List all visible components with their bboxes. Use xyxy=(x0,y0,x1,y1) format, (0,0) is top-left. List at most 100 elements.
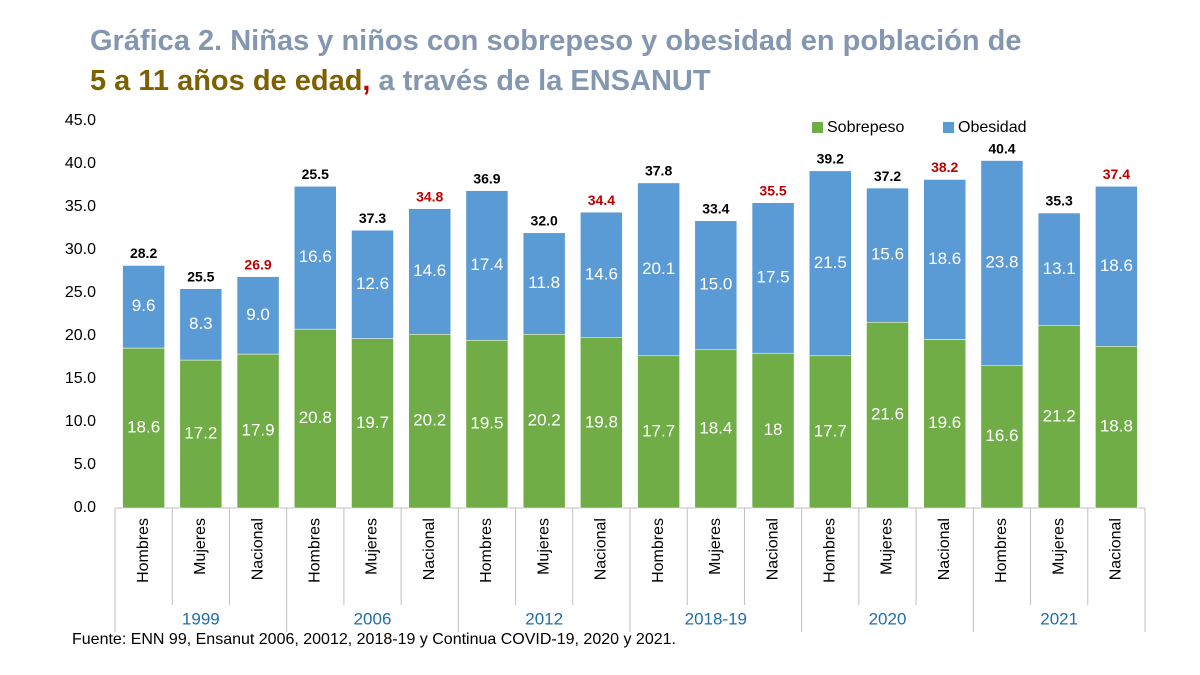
total-label: 37.2 xyxy=(874,168,901,184)
legend-label: Obesidad xyxy=(958,119,1027,136)
data-label: 21.6 xyxy=(871,405,904,424)
x-tick-label: Mujeres xyxy=(707,518,724,575)
data-label: 16.6 xyxy=(985,426,1018,445)
data-label: 17.5 xyxy=(757,267,790,286)
x-tick-label: Nacional xyxy=(764,518,781,580)
bar-segment xyxy=(294,186,337,330)
group-label: 2018-19 xyxy=(685,609,747,628)
x-tick-label: Nacional xyxy=(249,518,266,580)
chart-title: 5 a 11 años de edad, a través de la ENSA… xyxy=(90,65,711,97)
y-tick-label: 5.0 xyxy=(74,456,96,473)
total-label: 38.2 xyxy=(931,159,958,175)
x-tick-label: Mujeres xyxy=(535,518,552,575)
bar-segment xyxy=(980,160,1024,366)
bar-segment xyxy=(1037,212,1081,326)
bar-segment xyxy=(1095,186,1138,347)
bar-segment xyxy=(465,190,509,341)
data-label: 11.8 xyxy=(528,273,560,292)
legend-swatch xyxy=(812,122,823,133)
total-label: 39.2 xyxy=(817,151,844,167)
x-tick-label: Hombres xyxy=(306,518,323,583)
data-label: 14.6 xyxy=(585,264,618,283)
data-label: 18.6 xyxy=(928,249,961,268)
bar-segment xyxy=(580,211,623,338)
legend-label: Sobrepeso xyxy=(827,119,904,136)
data-label: 20.2 xyxy=(413,411,446,430)
data-label: 18 xyxy=(764,420,783,439)
data-label: 23.8 xyxy=(985,252,1018,271)
bar-segment xyxy=(637,182,680,357)
chart-title: Gráfica 2. Niñas y niños con sobrepeso y… xyxy=(90,25,1021,57)
group-label: 2021 xyxy=(1040,609,1078,628)
group-label: 1999 xyxy=(182,609,220,628)
data-label: 18.8 xyxy=(1100,417,1133,436)
total-label: 34.4 xyxy=(588,192,615,208)
total-label: 28.2 xyxy=(130,245,157,261)
bar-segment xyxy=(236,353,280,509)
data-label: 17.7 xyxy=(642,421,675,440)
bar-segment xyxy=(408,208,451,335)
y-tick-label: 20.0 xyxy=(65,327,96,344)
data-label: 21.5 xyxy=(814,253,847,272)
data-label: 18.6 xyxy=(1100,256,1133,275)
x-tick-label: Hombres xyxy=(821,518,838,583)
bar-segment xyxy=(351,338,394,509)
x-tick-label: Nacional xyxy=(593,518,610,580)
bar-segment xyxy=(923,339,966,509)
data-label: 20.8 xyxy=(299,408,332,427)
data-label: 21.2 xyxy=(1043,406,1076,425)
total-label: 36.9 xyxy=(473,170,500,186)
data-label: 9.6 xyxy=(132,296,156,315)
data-label: 19.6 xyxy=(928,413,961,432)
bar-segment xyxy=(923,179,966,340)
total-label: 34.8 xyxy=(416,188,443,204)
total-label: 37.8 xyxy=(645,163,672,179)
total-label: 25.5 xyxy=(187,268,214,284)
data-label: 19.7 xyxy=(356,413,389,432)
data-label: 12.6 xyxy=(356,274,389,293)
title-part: Gráfica 2. Niñas y niños con sobrepeso y… xyxy=(90,25,1021,57)
data-label: 13.1 xyxy=(1043,259,1076,278)
bar-segment xyxy=(408,334,451,509)
bar-segment xyxy=(751,202,795,354)
y-tick-label: 25.0 xyxy=(65,284,96,301)
total-label: 26.9 xyxy=(244,256,271,272)
bar-segment xyxy=(809,170,852,357)
data-label: 18.4 xyxy=(699,418,732,437)
data-label: 15.0 xyxy=(699,275,732,294)
bar-segment xyxy=(694,220,738,351)
data-label: 17.7 xyxy=(814,421,847,440)
title-part: , xyxy=(362,65,370,97)
total-label: 32.0 xyxy=(531,213,558,229)
x-tick-label: Mujeres xyxy=(1050,518,1067,575)
data-label: 20.2 xyxy=(528,411,561,430)
data-label: 14.6 xyxy=(413,261,446,280)
total-label: 37.4 xyxy=(1103,166,1130,182)
x-tick-label: Mujeres xyxy=(364,518,381,575)
total-label: 25.5 xyxy=(302,166,329,182)
y-tick-label: 45.0 xyxy=(65,112,96,129)
title-part: 5 a 11 años de edad xyxy=(90,65,362,97)
bar-segment xyxy=(637,355,680,509)
bar-segment xyxy=(179,288,223,361)
bar-segment xyxy=(980,364,1024,509)
x-tick-label: Hombres xyxy=(650,518,667,583)
y-tick-label: 30.0 xyxy=(65,241,96,258)
total-label: 37.3 xyxy=(359,210,386,226)
group-label: 2012 xyxy=(525,609,563,628)
group-label: 2020 xyxy=(869,609,907,628)
data-label: 19.8 xyxy=(585,412,618,431)
legend-swatch xyxy=(943,122,954,133)
y-tick-label: 35.0 xyxy=(65,198,96,215)
data-label: 17.2 xyxy=(184,424,217,443)
x-tick-label: Nacional xyxy=(1108,518,1125,580)
data-label: 19.5 xyxy=(470,414,503,433)
bar-segment xyxy=(122,347,165,509)
data-label: 16.6 xyxy=(299,247,332,266)
y-tick-label: 40.0 xyxy=(65,155,96,172)
data-label: 20.1 xyxy=(642,259,675,278)
total-label: 33.4 xyxy=(702,200,729,216)
x-tick-label: Nacional xyxy=(421,518,438,580)
source-note: Fuente: ENN 99, Ensanut 2006, 20012, 201… xyxy=(72,631,676,648)
